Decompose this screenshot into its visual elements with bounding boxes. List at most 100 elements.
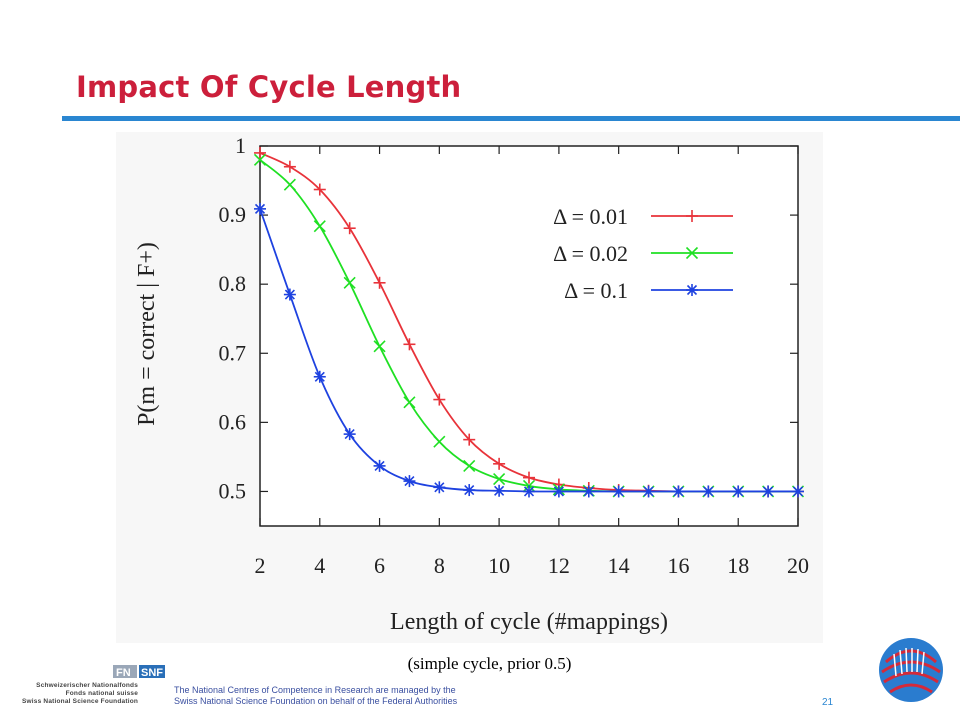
marker-stroke (523, 486, 535, 497)
data-point (254, 202, 266, 215)
plot-frame (259, 145, 799, 527)
marker-stroke (283, 178, 296, 191)
line-chart: 2 4 6 8 10 12 14 16 18 20 0.5 0.6 0.7 0.8 0.9 1 Δ = 0.0… (116, 132, 823, 643)
legend-marker (685, 246, 699, 260)
data-point (463, 484, 476, 497)
x-tick-label: 12 (548, 553, 570, 578)
x-tick-label: 2 (255, 553, 266, 578)
data-point (762, 485, 775, 498)
snf-line-3: Swiss National Science Foundation (22, 698, 139, 705)
x-tick-label: 16 (667, 553, 689, 578)
data-point (642, 485, 655, 498)
marker-stroke (433, 435, 446, 448)
caption-text: (simple cycle, prior 0.5) (407, 654, 572, 673)
marker-stroke (314, 371, 325, 382)
data-point (283, 178, 296, 191)
marker-stroke (464, 485, 475, 496)
footer-line-2: Swiss National Science Foundation on beh… (174, 696, 458, 706)
data-point (254, 146, 266, 159)
data-point (253, 153, 267, 166)
chart-canvas: 2 4 6 8 10 12 14 16 18 20 0.5 0.6 0.7 0.8 0.9 1 Δ = 0.0… (134, 133, 809, 635)
x-tick-label: 10 (488, 553, 510, 578)
snf-line-2: Fonds national suisse (65, 690, 139, 697)
data-point (343, 276, 356, 289)
data-point (373, 340, 386, 353)
legend-item: Δ = 0.01 (553, 204, 733, 229)
nccr-logo-highlights (893, 647, 925, 677)
x-tick-label: 18 (727, 553, 749, 578)
data-point (343, 428, 356, 441)
nccr-logo-lines (881, 649, 941, 694)
footer-line-1: The National Centres of Competence in Re… (174, 685, 456, 695)
fn-logo-text: FN (116, 667, 131, 679)
data-point (313, 220, 326, 233)
nccr-logo-circle (879, 638, 943, 702)
data-point (283, 160, 296, 173)
data-point (523, 485, 535, 498)
y-tick-label: 0.9 (219, 202, 247, 227)
marker-stroke (403, 396, 416, 409)
legend-marker (686, 284, 698, 296)
data-point (403, 338, 416, 351)
data-point (433, 393, 446, 406)
legend-item: Δ = 0.1 (564, 278, 733, 303)
data-point (343, 222, 356, 235)
marker-stroke (703, 486, 714, 497)
marker-stroke (313, 220, 326, 233)
data-point (433, 435, 446, 448)
marker-stroke (685, 246, 699, 260)
fn-logo-block (113, 665, 137, 678)
data-point (582, 485, 595, 498)
marker-stroke (792, 486, 804, 497)
snf-logo-block (139, 665, 165, 678)
data-point (403, 396, 416, 409)
marker-stroke (583, 486, 594, 497)
y-tick-label: 0.5 (219, 478, 247, 503)
data-point (493, 484, 506, 497)
data-point (493, 472, 506, 486)
data-point (792, 485, 804, 498)
nccr-logo (879, 638, 943, 702)
data-point (672, 485, 685, 498)
legend-label: Δ = 0.01 (553, 204, 628, 229)
data-point (493, 457, 506, 470)
x-tick-label: 20 (787, 553, 809, 578)
data-point (433, 481, 446, 494)
y-tick-label: 0.6 (219, 409, 247, 434)
marker-stroke (373, 340, 386, 353)
slide-title: Impact Of Cycle Length (76, 70, 462, 104)
data-point (283, 288, 296, 301)
data-point (463, 459, 476, 472)
marker-stroke (686, 284, 698, 296)
marker-stroke (343, 276, 356, 289)
legend-marker (686, 210, 698, 222)
page-number: 21 (822, 697, 834, 708)
x-tick-label: 4 (314, 553, 325, 578)
marker-stroke (733, 486, 744, 497)
marker-stroke (613, 486, 624, 497)
marker-stroke (404, 476, 415, 487)
x-tick-label: 6 (374, 553, 385, 578)
data-point (732, 485, 745, 498)
marker-stroke (344, 429, 355, 440)
marker-stroke (494, 485, 505, 496)
footer-note: The National Centres of Competence in Re… (174, 685, 457, 707)
snf-wordmark: Schweizerischer Nationalfonds Fonds nati… (22, 682, 138, 706)
legend-item: Δ = 0.02 (553, 241, 733, 266)
fn-snf-logo: FN SNF (113, 665, 165, 679)
x-tick-label: 14 (608, 553, 630, 578)
data-point (612, 485, 625, 498)
marker-stroke (434, 482, 445, 493)
marker-stroke (493, 472, 506, 486)
data-point (552, 485, 565, 498)
data-point (403, 475, 416, 488)
title-underline (62, 116, 960, 121)
data-point (463, 433, 476, 446)
chart-caption: (simple cycle, prior 0.5) (0, 654, 960, 674)
data-point (373, 276, 386, 289)
legend-label: Δ = 0.1 (564, 278, 628, 303)
data-point (523, 471, 535, 484)
snf-line-1: Schweizerischer Nationalfonds (36, 682, 139, 689)
x-tick-label: 8 (434, 553, 445, 578)
legend-label: Δ = 0.02 (553, 241, 628, 266)
